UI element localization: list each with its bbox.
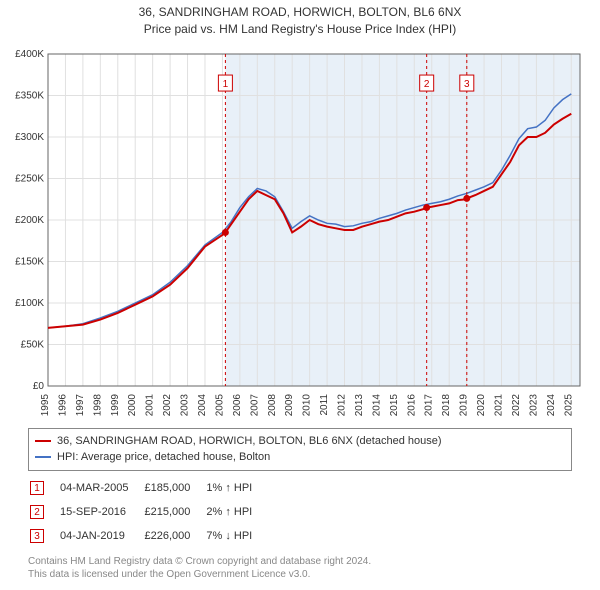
marker-date: 15-SEP-2016 <box>60 501 142 523</box>
marker-badge: 3 <box>30 529 44 543</box>
svg-text:£50K: £50K <box>21 339 45 350</box>
legend-item: HPI: Average price, detached house, Bolt… <box>35 449 565 466</box>
marker-badge: 1 <box>30 481 44 495</box>
svg-text:2015: 2015 <box>389 393 400 416</box>
svg-text:2: 2 <box>424 79 430 90</box>
title-address: 36, SANDRINGHAM ROAD, HORWICH, BOLTON, B… <box>0 4 600 21</box>
svg-text:2002: 2002 <box>162 393 173 416</box>
svg-text:2007: 2007 <box>249 393 260 416</box>
svg-text:2017: 2017 <box>424 393 435 416</box>
svg-text:2010: 2010 <box>302 393 313 416</box>
price-chart: £0 £50K £100K £150K £200K £250K £300K £350K £400… <box>0 42 600 424</box>
footer: Contains HM Land Registry data © Crown c… <box>28 555 572 581</box>
marker-price: £226,000 <box>144 525 204 547</box>
svg-text:2021: 2021 <box>494 393 505 416</box>
svg-text:£100K: £100K <box>15 298 44 309</box>
title-block: 36, SANDRINGHAM ROAD, HORWICH, BOLTON, B… <box>0 0 600 42</box>
legend-label: HPI: Average price, detached house, Bolt… <box>57 449 270 466</box>
svg-text:£0: £0 <box>33 381 45 392</box>
svg-text:2004: 2004 <box>197 393 208 416</box>
svg-text:2011: 2011 <box>319 393 330 415</box>
svg-text:2013: 2013 <box>354 393 365 416</box>
title-subtitle: Price paid vs. HM Land Registry's House … <box>0 21 600 38</box>
svg-text:1999: 1999 <box>110 393 121 416</box>
svg-text:2001: 2001 <box>145 393 156 416</box>
svg-text:1998: 1998 <box>92 393 103 416</box>
svg-text:2024: 2024 <box>546 393 557 416</box>
marker-delta: 2% ↑ HPI <box>206 501 266 523</box>
svg-text:£300K: £300K <box>15 132 44 143</box>
svg-text:£200K: £200K <box>15 215 44 226</box>
legend: 36, SANDRINGHAM ROAD, HORWICH, BOLTON, B… <box>28 428 572 471</box>
svg-text:2020: 2020 <box>476 393 487 416</box>
marker-delta: 1% ↑ HPI <box>206 477 266 499</box>
marker-price: £215,000 <box>144 501 204 523</box>
svg-text:2009: 2009 <box>284 393 295 416</box>
legend-item: 36, SANDRINGHAM ROAD, HORWICH, BOLTON, B… <box>35 433 565 450</box>
chart-container: 36, SANDRINGHAM ROAD, HORWICH, BOLTON, B… <box>0 0 600 581</box>
svg-text:2022: 2022 <box>511 393 522 416</box>
marker-delta: 7% ↓ HPI <box>206 525 266 547</box>
markers-table: 1 04-MAR-2005 £185,000 1% ↑ HPI 2 15-SEP… <box>28 475 268 549</box>
svg-text:1: 1 <box>223 79 229 90</box>
marker-price: £185,000 <box>144 477 204 499</box>
legend-swatch <box>35 456 51 458</box>
svg-text:2016: 2016 <box>406 393 417 416</box>
svg-text:3: 3 <box>464 79 470 90</box>
svg-text:2018: 2018 <box>441 393 452 416</box>
table-row: 1 04-MAR-2005 £185,000 1% ↑ HPI <box>30 477 266 499</box>
legend-label: 36, SANDRINGHAM ROAD, HORWICH, BOLTON, B… <box>57 433 442 450</box>
svg-text:£350K: £350K <box>15 90 44 101</box>
svg-text:2012: 2012 <box>337 393 348 416</box>
svg-text:2006: 2006 <box>232 393 243 416</box>
svg-text:2025: 2025 <box>563 393 574 416</box>
svg-text:2014: 2014 <box>371 393 382 416</box>
marker-date: 04-JAN-2019 <box>60 525 142 547</box>
footer-line: Contains HM Land Registry data © Crown c… <box>28 555 572 568</box>
svg-text:2005: 2005 <box>214 393 225 416</box>
marker-date: 04-MAR-2005 <box>60 477 142 499</box>
svg-text:1996: 1996 <box>57 393 68 416</box>
table-row: 2 15-SEP-2016 £215,000 2% ↑ HPI <box>30 501 266 523</box>
footer-line: This data is licensed under the Open Gov… <box>28 568 572 581</box>
marker-badge: 2 <box>30 505 44 519</box>
table-row: 3 04-JAN-2019 £226,000 7% ↓ HPI <box>30 525 266 547</box>
svg-text:2019: 2019 <box>459 393 470 416</box>
svg-text:£400K: £400K <box>15 49 44 60</box>
legend-swatch <box>35 440 51 442</box>
svg-text:2008: 2008 <box>267 393 278 416</box>
svg-text:£250K: £250K <box>15 173 44 184</box>
svg-text:£150K: £150K <box>15 256 44 267</box>
svg-text:2023: 2023 <box>528 393 539 416</box>
svg-text:1995: 1995 <box>40 393 51 416</box>
svg-text:1997: 1997 <box>75 393 86 416</box>
svg-text:2000: 2000 <box>127 393 138 416</box>
svg-text:2003: 2003 <box>180 393 191 416</box>
